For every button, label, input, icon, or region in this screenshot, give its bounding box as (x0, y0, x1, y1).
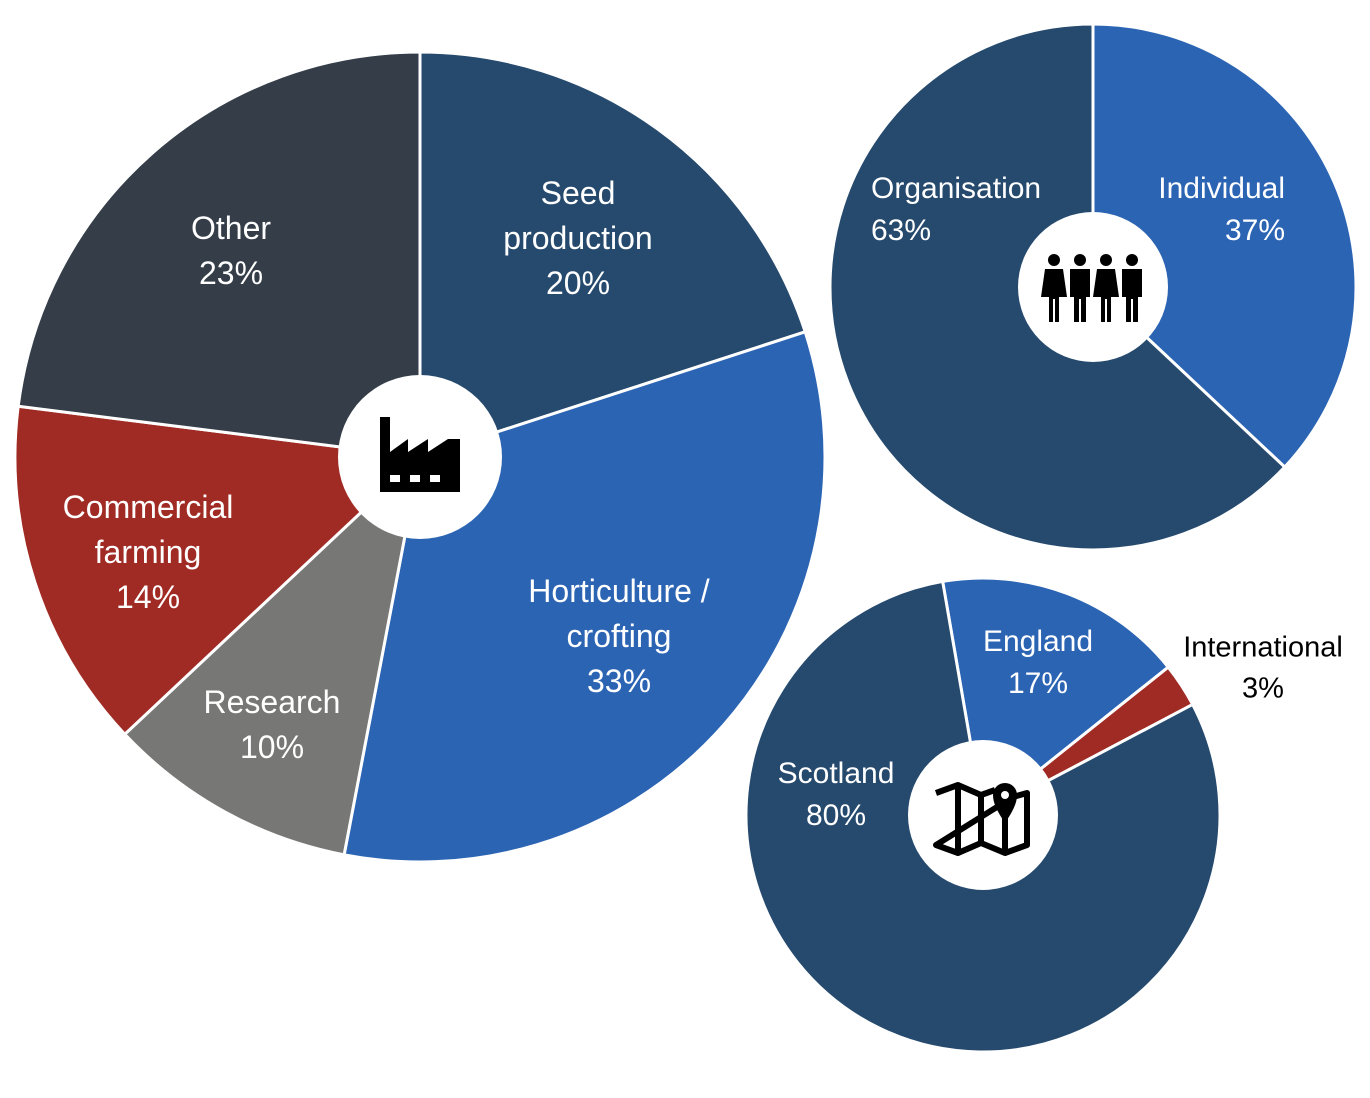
slice-label: Horticulture / crofting 33% (519, 569, 719, 703)
category-label: Seed production (503, 174, 653, 256)
category-label: Horticulture / crofting (528, 572, 710, 654)
category-label: Other (190, 210, 272, 247)
category-label: Commercial farming (62, 488, 234, 570)
slice-label: England 17% (958, 621, 1118, 705)
category-label: Individual (1158, 172, 1285, 205)
value-label: 3% (1242, 672, 1284, 704)
person-body (1093, 269, 1119, 322)
value-label: 23% (198, 255, 264, 291)
map-icon (933, 782, 1030, 856)
pie-slice (13, 404, 424, 737)
category-label: Organisation (871, 172, 1042, 205)
slice-label: Individual 37% (1135, 168, 1285, 252)
icon (933, 782, 1030, 856)
map-pin-dot (1001, 791, 1009, 799)
category-label: England (982, 625, 1094, 658)
slice-label: Organisation 63% (871, 168, 1071, 252)
value-label: 80% (805, 799, 867, 832)
slice-label: Research 10% (162, 680, 382, 770)
center-hole (1018, 212, 1168, 362)
slice-label: International 3% (1163, 627, 1363, 708)
icon (1041, 254, 1142, 322)
person-head (1100, 254, 1112, 266)
pie-slice (1091, 22, 1358, 470)
pie-slice (122, 452, 423, 857)
value-label: 37% (1224, 214, 1285, 247)
person-body (1070, 269, 1090, 322)
value-label: 14% (115, 578, 181, 615)
factory-window (430, 475, 440, 482)
pie-slice (418, 50, 808, 460)
person-head (1074, 254, 1086, 266)
value-label: 17% (1007, 667, 1069, 700)
category-label: Research (203, 684, 341, 721)
person-head (1048, 254, 1060, 266)
category-label: Scotland (777, 757, 895, 790)
icon (380, 417, 460, 492)
slice-label: Scotland 80% (756, 753, 916, 837)
slice-label: Commercial farming 14% (43, 485, 253, 619)
value-label: 20% (545, 264, 611, 301)
slice-label: Other 23% (131, 206, 331, 296)
factory-window (410, 475, 420, 482)
slice-label: Seed production 20% (483, 171, 673, 305)
map-pin (993, 783, 1017, 823)
value-label: 33% (586, 662, 652, 699)
pie-slice (16, 50, 422, 459)
person-body (1122, 269, 1142, 322)
value-label: 63% (871, 214, 932, 247)
factory-window (390, 475, 400, 482)
factory-icon (380, 417, 460, 492)
person-head (1126, 254, 1138, 266)
category-label: International (1183, 631, 1343, 664)
value-label: 10% (239, 729, 305, 765)
person-body (1041, 269, 1067, 322)
